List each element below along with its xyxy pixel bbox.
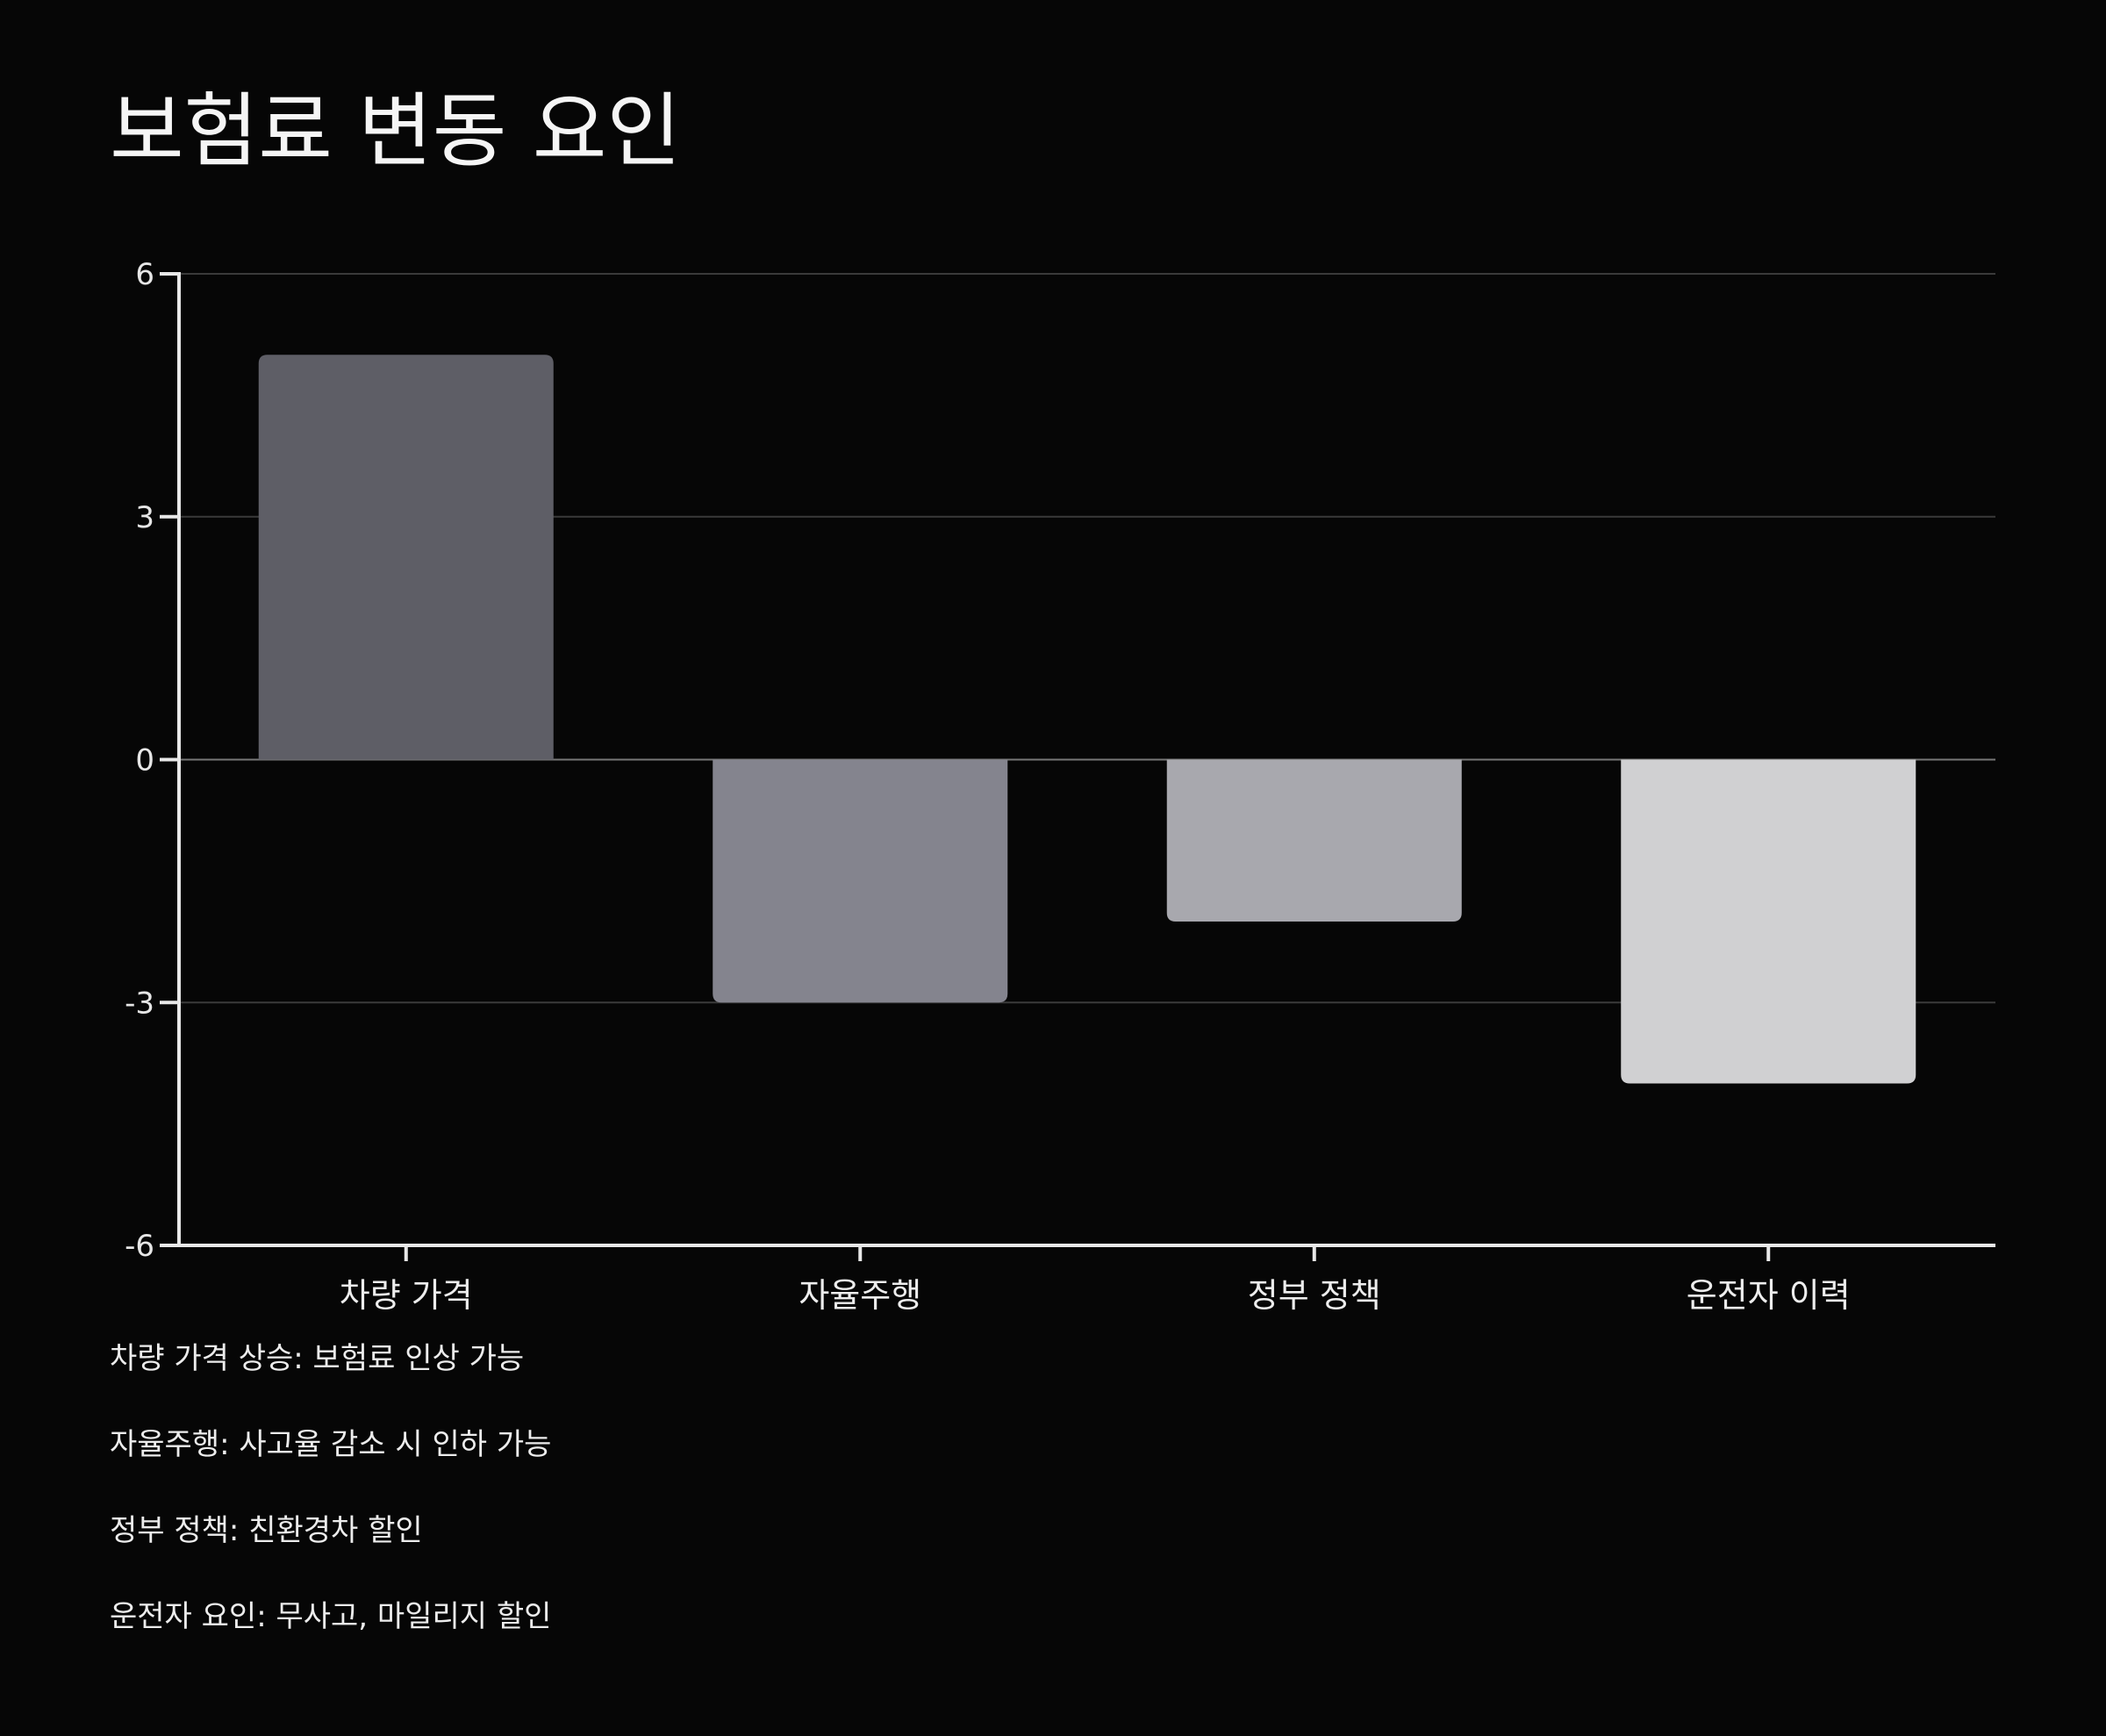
bar — [713, 760, 1007, 1003]
y-tick-label: 3 — [135, 500, 154, 535]
x-tick-label: 자율주행 — [799, 1276, 921, 1315]
y-tick-label: 6 — [135, 257, 154, 292]
y-tick-label: 0 — [135, 743, 154, 778]
y-tick-label: -6 — [125, 1229, 154, 1264]
bars — [259, 355, 1916, 1083]
x-tick-label: 운전자 이력 — [1687, 1276, 1851, 1315]
annotation-vehicle-price: 차량 가격 상승: 보험료 인상 가능 — [110, 1341, 551, 1376]
y-tick-label: -3 — [125, 986, 154, 1021]
bar — [259, 355, 554, 759]
bar — [1621, 760, 1916, 1084]
annotation-list: 차량 가격 상승: 보험료 인상 가능 자율주행: 사고율 감소 시 인하 가능… — [110, 1341, 551, 1685]
x-tick-label: 정부 정책 — [1248, 1276, 1381, 1315]
bar — [1167, 760, 1462, 922]
x-tick-label: 차량 가격 — [340, 1276, 473, 1315]
annotation-driver-history: 운전자 요인: 무사고, 마일리지 할인 — [110, 1599, 551, 1634]
annotation-autonomous-driving: 자율주행: 사고율 감소 시 인하 가능 — [110, 1427, 551, 1462]
annotation-government-policy: 정부 정책: 친환경차 할인 — [110, 1513, 551, 1548]
